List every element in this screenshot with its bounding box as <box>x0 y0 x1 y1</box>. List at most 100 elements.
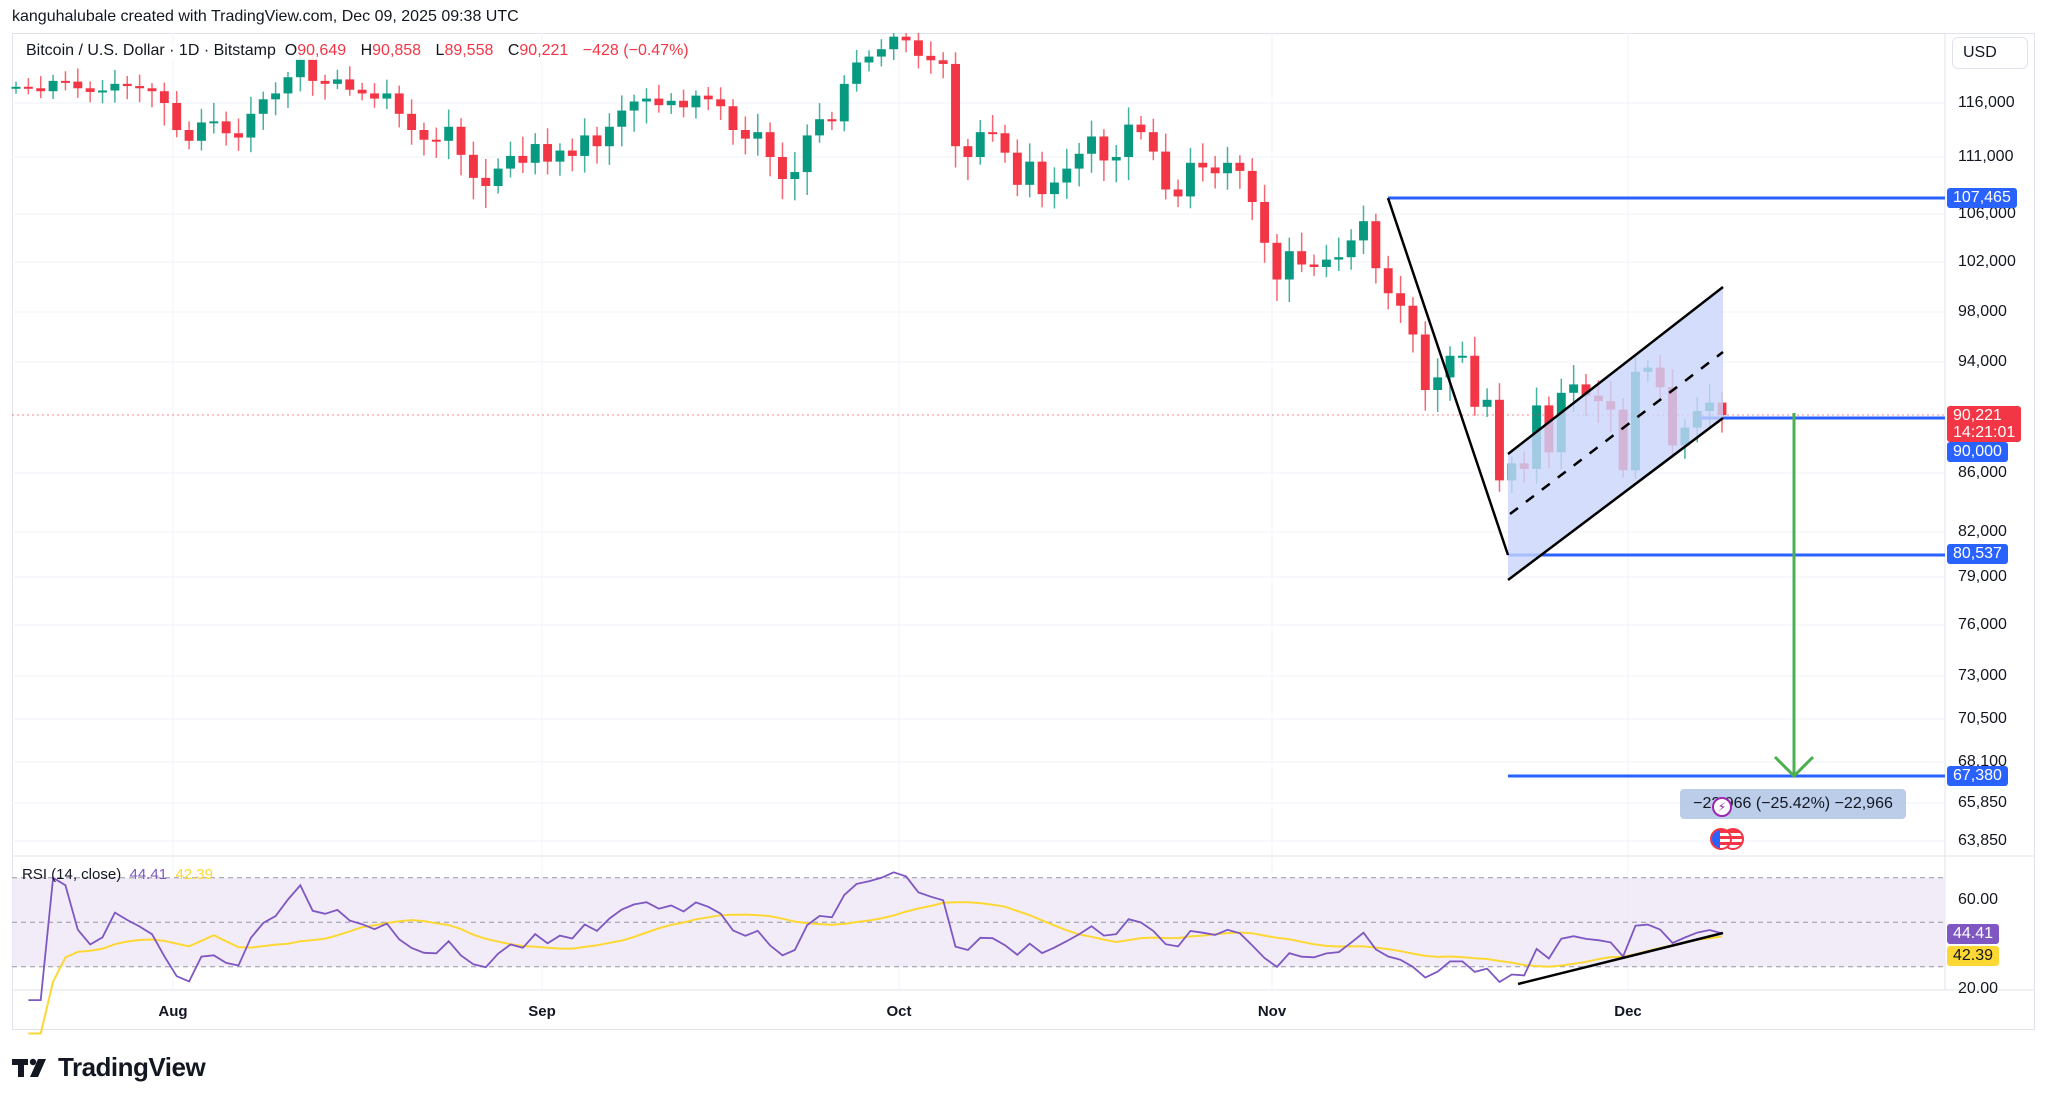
candle-body <box>23 86 33 89</box>
candle-body <box>407 113 417 130</box>
candle-body <box>543 144 553 162</box>
tradingview-logo[interactable]: TradingView <box>12 1052 206 1083</box>
candle-body <box>765 132 775 157</box>
price-tick: 116,000 <box>1958 94 2015 111</box>
candle-body <box>1383 268 1393 294</box>
channel-support-tag[interactable]: 90,000 <box>1947 442 2008 462</box>
rsi-value-tag: 44.41 <box>1947 924 2000 944</box>
candle-body <box>580 135 590 156</box>
candle-body <box>481 177 491 186</box>
rsi-legend[interactable]: RSI (14, close) 44.41 42.39 <box>22 866 213 883</box>
candle-body <box>444 126 454 141</box>
candle-body <box>1420 334 1430 390</box>
price-tick: 68,100 <box>1958 753 2007 770</box>
candle-body <box>815 119 825 136</box>
candle-body <box>246 113 256 138</box>
tradingview-logo-icon <box>12 1058 46 1077</box>
candle-body <box>1433 377 1443 390</box>
close-value: 90,221 <box>519 42 569 59</box>
rsi-ma-line <box>28 901 1723 1035</box>
high-value: 90,858 <box>372 42 422 59</box>
candle-body <box>1359 221 1368 241</box>
candle-body <box>938 60 948 64</box>
candle-body <box>1198 162 1208 168</box>
candle-body <box>1482 399 1492 407</box>
candle-body <box>642 98 651 102</box>
candle-body <box>394 93 404 114</box>
candle-body <box>1284 251 1294 280</box>
candle-body <box>604 126 614 147</box>
us-flag-icon[interactable] <box>1710 828 1732 850</box>
candle-body <box>753 132 763 139</box>
candle-body <box>209 121 219 124</box>
price-tick: 82,000 <box>1958 523 2007 540</box>
candle-body <box>629 101 639 111</box>
target-level-tag[interactable]: 67,380 <box>1947 766 2008 786</box>
change-value: −428 (−0.47%) <box>582 42 689 59</box>
brand-name: TradingView <box>58 1052 206 1082</box>
candle-body <box>1223 162 1232 174</box>
candle-body <box>506 155 515 169</box>
ai-event-icon[interactable]: ⚡ <box>1712 797 1732 817</box>
flagpole-line <box>1386 197 1510 556</box>
candle-body <box>1321 259 1331 267</box>
candle-body <box>518 155 528 163</box>
channel-low-tag[interactable]: 80,537 <box>1947 544 2008 564</box>
bear-flag-channel <box>1508 287 1723 580</box>
candle-body <box>1408 305 1418 335</box>
channel-median-line <box>1509 351 1724 515</box>
low-value: 89,558 <box>444 42 494 59</box>
candle-body <box>357 89 367 94</box>
candle-body <box>1161 151 1171 190</box>
candle-body <box>1037 161 1047 195</box>
candle-body <box>1247 170 1257 202</box>
candle-body <box>1581 384 1591 396</box>
candle-body <box>951 63 960 147</box>
candle-body <box>1569 384 1579 393</box>
candle-body <box>234 133 243 138</box>
candle-body <box>308 58 318 81</box>
candle-body <box>1334 257 1344 260</box>
time-tick-nov: Nov <box>1257 1003 1287 1020</box>
candle-body <box>1185 162 1195 197</box>
candle-body <box>1124 124 1134 157</box>
candle-body <box>963 146 973 157</box>
rsi-ma-value: 42.39 <box>175 866 213 883</box>
channel-upper-line <box>1507 286 1724 455</box>
candle-body <box>1396 293 1406 306</box>
candle-body <box>1111 157 1121 161</box>
price-tick: 111,000 <box>1958 148 2014 165</box>
resistance-level-tag[interactable]: 107,465 <box>1947 188 2017 208</box>
projection-arrowhead <box>1773 755 1815 779</box>
candle-body <box>345 79 355 90</box>
candle-body <box>60 80 70 83</box>
candle-body <box>1470 355 1480 407</box>
candle-body <box>1309 264 1319 267</box>
candle-body <box>1049 182 1059 195</box>
price-tick: 76,000 <box>1958 616 2007 633</box>
candle-body <box>1074 153 1084 169</box>
price-tick: 79,000 <box>1958 568 2007 585</box>
candle-body <box>98 90 107 93</box>
candle-body <box>147 88 157 92</box>
candle-body <box>370 93 379 99</box>
candle-body <box>1136 124 1146 133</box>
candle-body <box>592 135 602 147</box>
candle-body <box>493 168 503 186</box>
price-tick: 70,500 <box>1958 710 2007 727</box>
currency-selector[interactable]: USD <box>1952 37 2028 69</box>
price-tick: 73,000 <box>1958 667 2007 684</box>
symbol-title: Bitcoin / U.S. Dollar · 1D · Bitstamp <box>26 42 276 59</box>
candle-body <box>988 132 998 135</box>
candle-body <box>320 80 330 84</box>
candle-body <box>802 135 812 173</box>
symbol-legend[interactable]: Bitcoin / U.S. Dollar · 1D · Bitstamp O9… <box>22 42 703 60</box>
price-tick: 63,850 <box>1958 832 2007 849</box>
candle-body <box>1297 251 1307 265</box>
price-tick: 98,000 <box>1958 303 2007 320</box>
candle-body <box>728 106 738 130</box>
channel-lower-line <box>1507 417 1724 581</box>
candle-body <box>221 121 231 134</box>
candle-body <box>1445 355 1455 378</box>
